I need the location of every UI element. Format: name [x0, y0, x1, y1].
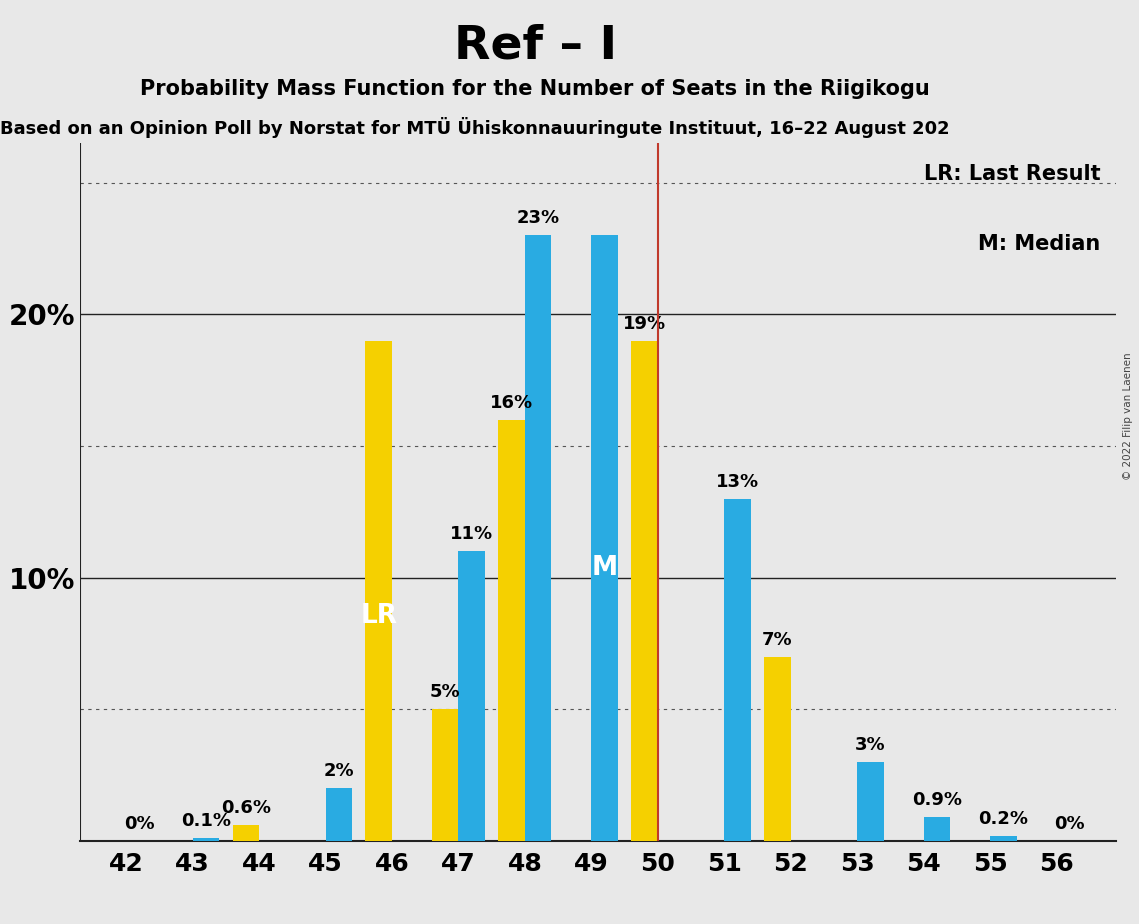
Text: 13%: 13%	[716, 473, 759, 491]
Bar	[924, 817, 950, 841]
Bar	[192, 838, 219, 841]
Bar	[858, 762, 884, 841]
Bar	[591, 236, 617, 841]
Text: 0.1%: 0.1%	[181, 812, 231, 831]
Bar	[326, 788, 352, 841]
Text: 2%: 2%	[323, 762, 354, 780]
Text: 7%: 7%	[762, 631, 793, 649]
Text: © 2022 Filip van Laenen: © 2022 Filip van Laenen	[1123, 352, 1133, 480]
Text: 5%: 5%	[429, 684, 460, 701]
Bar	[432, 710, 458, 841]
Text: Ref – I: Ref – I	[453, 23, 617, 68]
Bar	[724, 499, 751, 841]
Text: Probability Mass Function for the Number of Seats in the Riigikogu: Probability Mass Function for the Number…	[140, 79, 931, 99]
Bar	[525, 236, 551, 841]
Bar	[459, 552, 485, 841]
Text: 0.6%: 0.6%	[221, 799, 271, 817]
Bar	[990, 835, 1017, 841]
Bar	[764, 657, 790, 841]
Text: 0.2%: 0.2%	[978, 809, 1029, 828]
Text: 0.9%: 0.9%	[912, 791, 961, 809]
Text: LR: LR	[360, 602, 398, 628]
Text: 19%: 19%	[623, 315, 666, 333]
Text: 3%: 3%	[855, 736, 886, 754]
Text: M: M	[591, 555, 617, 581]
Text: 0%: 0%	[124, 815, 155, 833]
Text: 23%: 23%	[517, 210, 559, 227]
Text: M: Median: M: Median	[978, 234, 1100, 254]
Text: 11%: 11%	[450, 526, 493, 543]
Text: LR: Last Result: LR: Last Result	[924, 164, 1100, 184]
Bar	[499, 419, 525, 841]
Bar	[366, 341, 392, 841]
Bar	[631, 341, 657, 841]
Text: Based on an Opinion Poll by Norstat for MTÜ Ühiskonnauuringute Instituut, 16–22 : Based on an Opinion Poll by Norstat for …	[0, 117, 950, 139]
Text: 16%: 16%	[490, 394, 533, 412]
Text: 0%: 0%	[1055, 815, 1085, 833]
Bar	[232, 825, 259, 841]
